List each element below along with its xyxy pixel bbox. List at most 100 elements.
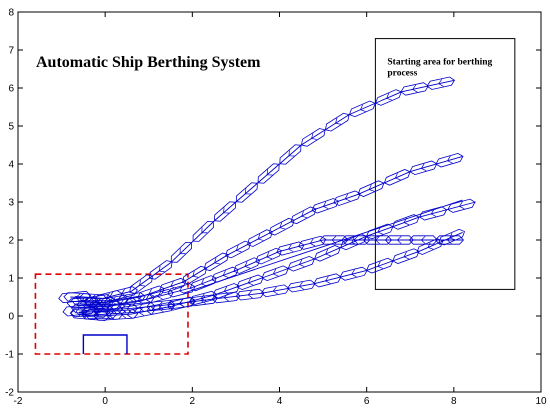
ship-heading-mark [257,233,264,241]
ship-heading-mark [279,222,286,230]
ship-heading-mark [272,286,278,295]
chart-title: Automatic Ship Berthing System [36,54,261,71]
ship-hull-outline [192,221,214,242]
ship-heading-mark [351,269,357,278]
plot-area: -2 0 2 4 6 8 10 -2 -1 0 1 2 3 4 5 6 7 8 Starting area for … [5,8,547,408]
ship-heading-mark [90,294,96,303]
ship-heading-mark [298,259,305,267]
ship-hull-outline [311,198,340,214]
y-tick-label: 8 [8,8,14,19]
ship-heading-mark [223,286,230,294]
ship-hull-outline [261,265,289,282]
ship-hull-outline [148,260,173,280]
ship-hull-outline [116,292,146,305]
y-tick-label: -2 [5,388,14,399]
ship-hull-outline [170,241,192,263]
ship-heading-mark [377,261,384,269]
ship-heading-mark [459,201,465,210]
ship-hull-outline [188,294,218,307]
ship-heading-mark [427,242,434,250]
ship-heading-mark [158,304,164,312]
ship-heading-mark [298,281,305,290]
ship-hull-outline [212,283,240,299]
berth-structure [82,334,128,354]
ship-hull-outline [158,277,187,294]
ship-hull-outline [298,235,327,250]
ship-hull-outline [286,279,316,293]
ship-heading-mark [375,236,380,244]
ship-heading-mark [368,184,375,192]
ship-heading-mark [247,277,254,286]
ship-heading-mark [137,296,143,304]
ship-hull-outline [333,190,361,206]
ship-heading-mark [420,163,427,172]
ship-hull-outline [246,229,273,247]
ship-heading-mark [120,298,126,307]
ship-heading-mark [287,244,294,252]
ship-hull-outline [339,266,368,281]
ship-heading-mark [244,261,251,269]
ship-heading-mark [223,207,229,214]
ship-hull-outline [236,274,264,291]
ship-heading-mark [412,84,418,93]
ship-heading-mark [311,133,318,140]
ship-heading-mark [247,290,253,299]
ship-heading-mark [266,169,273,176]
ship-hull-outline [99,295,129,308]
ship-heading-mark [377,227,384,235]
y-tick-label: 7 [8,46,14,57]
ship-hull-outline [279,144,302,165]
ship-heading-mark [128,294,135,303]
berthing-area-box [34,273,189,355]
ship-heading-mark [325,276,331,284]
ship-hull-outline [214,201,236,222]
ship-hull-outline [63,292,93,303]
ship-heading-mark [272,268,279,277]
ship-heading-mark [222,270,229,278]
ship-heading-mark [244,188,251,195]
ship-hull-outline [75,306,109,318]
ship-hull-outline [84,296,114,308]
ship-heading-mark [322,201,329,209]
x-tick-label: -2 [14,396,23,407]
x-tick-label: 10 [535,396,547,407]
y-tick-label: 5 [8,122,14,133]
ship-heading-mark [449,232,456,241]
ship-hull-outline [80,305,110,317]
ship-hull-outline [88,300,122,313]
x-tick-label: 4 [277,396,283,407]
ship-hull-outline [146,301,176,315]
ship-hull-outline [268,217,295,236]
ship-hull-outline [58,290,92,304]
x-tick-label: 2 [190,396,196,407]
ship-hull-outline [189,290,218,305]
ship-hull-outline [91,299,121,310]
ship-heading-mark [148,288,155,297]
ship-hull-outline [300,128,326,147]
ship-heading-mark [235,245,242,253]
ship-hull-outline [126,301,156,314]
ship-heading-mark [386,93,392,101]
ship-heading-mark [344,193,351,202]
y-tick-label: 3 [8,198,14,209]
ship-heading-mark [200,278,207,287]
ship-hull-outline [416,238,444,255]
ship-heading-mark [394,172,401,181]
trajectory-line [83,239,463,306]
ship-heading-mark [75,293,81,302]
ship-hull-outline [276,241,305,256]
ship-hull-outline [76,299,106,310]
ship-heading-mark [214,257,221,265]
y-tick-label: 1 [8,274,14,285]
ship-heading-mark [138,303,144,312]
y-tick-label: -1 [5,350,14,361]
ship-hull-outline [225,240,251,259]
ship-hull-outline [125,294,155,307]
ship-hull-outline [84,309,118,320]
ship-heading-mark [353,236,359,244]
ship-hull-outline [182,265,207,285]
ship-hull-outline [93,304,123,316]
ship-heading-mark [157,291,163,300]
ship-heading-mark [360,104,366,112]
